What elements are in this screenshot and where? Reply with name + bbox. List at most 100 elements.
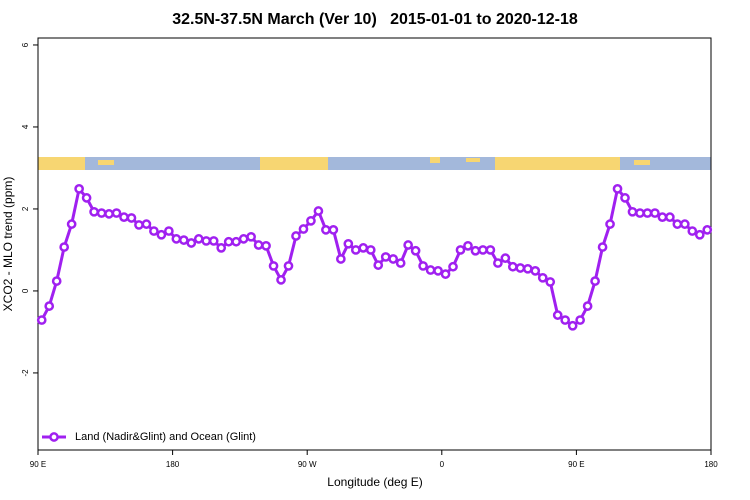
- data-point: [44, 301, 55, 311]
- legend-label: Land (Nadir&Glint) and Ocean (Glint): [75, 431, 256, 443]
- y-axis-label: XCO2 - MLO trend (ppm): [1, 177, 15, 312]
- data-point: [283, 261, 294, 271]
- plot-frame: [37, 37, 712, 451]
- x-tick-label: 90 E: [568, 460, 584, 469]
- data-point: [500, 253, 511, 263]
- data-point: [597, 242, 608, 252]
- y-tick-label: 6: [21, 42, 30, 47]
- data-point: [552, 310, 563, 320]
- data-point: [246, 231, 256, 242]
- data-point: [395, 258, 406, 268]
- data-point: [657, 212, 668, 222]
- land-ocean-strip: [38, 157, 711, 170]
- chart-title: 32.5N-37.5N March (Ver 10) 2015-01-01 to…: [172, 11, 578, 28]
- data-point: [126, 213, 137, 223]
- data-point: [268, 261, 279, 271]
- y-tick-label: 0: [21, 288, 30, 293]
- data-point: [104, 209, 114, 219]
- data-point: [627, 206, 638, 217]
- data-point: [373, 260, 384, 270]
- data-point: [36, 315, 47, 325]
- data-point: [515, 263, 526, 273]
- data-point: [425, 265, 436, 275]
- x-tick-label: 180: [704, 460, 718, 469]
- data-point: [478, 245, 488, 255]
- data-point: [350, 245, 361, 255]
- data-point: [313, 206, 324, 216]
- data-point: [358, 243, 369, 253]
- data-point: [231, 236, 242, 247]
- data-point: [507, 261, 518, 272]
- data-point: [261, 240, 271, 251]
- data-point: [485, 245, 496, 255]
- data-point: [635, 208, 645, 218]
- data-point: [590, 276, 600, 286]
- data-point: [702, 225, 713, 235]
- x-tick-label: 90 E: [30, 460, 46, 469]
- data-point: [522, 263, 533, 274]
- data-point: [620, 193, 630, 203]
- x-tick-label: 0: [440, 460, 445, 469]
- data-point: [530, 266, 541, 276]
- data-point: [201, 236, 212, 246]
- data-point: [111, 208, 122, 218]
- data-point: [672, 219, 683, 229]
- data-point: [156, 229, 167, 240]
- x-tick-label: 90 W: [298, 460, 317, 469]
- data-point: [96, 208, 107, 218]
- data-point: [89, 206, 99, 217]
- data-point: [455, 245, 466, 255]
- data-point: [336, 254, 346, 264]
- data-point: [403, 240, 413, 250]
- data-point: [470, 245, 481, 256]
- data-point: [74, 184, 84, 194]
- data-point: [612, 184, 623, 194]
- data-point: [51, 276, 62, 286]
- data-point: [81, 193, 92, 203]
- data-point: [380, 252, 391, 262]
- data-point: [410, 245, 421, 256]
- data-point: [291, 231, 301, 241]
- y-tick-label: -2: [21, 369, 30, 377]
- data-point: [171, 234, 182, 244]
- legend-marker: [49, 432, 59, 442]
- data-point: [582, 301, 593, 311]
- x-tick-label: 180: [166, 460, 180, 469]
- data-point: [164, 226, 174, 236]
- data-point: [440, 269, 451, 279]
- data-point: [328, 225, 339, 235]
- data-point: [343, 238, 354, 249]
- series-line: [40, 185, 709, 328]
- data-point: [193, 234, 204, 244]
- data-point: [66, 219, 77, 229]
- data-point: [253, 240, 264, 250]
- data-point: [223, 236, 234, 247]
- x-axis-label: Longitude (deg E): [327, 475, 422, 489]
- data-point: [493, 258, 503, 268]
- data-point: [388, 254, 399, 264]
- data-point: [306, 215, 316, 226]
- data-point: [605, 219, 615, 229]
- data-point: [463, 240, 473, 251]
- data-point: [216, 243, 227, 253]
- data-point: [276, 275, 286, 285]
- data-point: [178, 235, 189, 245]
- data-point: [560, 315, 571, 325]
- data-point: [298, 224, 309, 234]
- data-point: [149, 226, 159, 236]
- data-point: [186, 238, 197, 248]
- data-point: [365, 245, 376, 255]
- data-point: [59, 242, 70, 252]
- y-tick-label: 2: [21, 206, 30, 211]
- data-point: [545, 277, 556, 287]
- data-point: [433, 266, 443, 276]
- data-point: [119, 212, 129, 222]
- data-point: [448, 261, 458, 272]
- data-point: [208, 236, 219, 246]
- data-point: [567, 320, 578, 331]
- data-point: [575, 315, 585, 325]
- data-point: [141, 219, 152, 229]
- data-point: [665, 212, 675, 222]
- data-point: [321, 225, 331, 235]
